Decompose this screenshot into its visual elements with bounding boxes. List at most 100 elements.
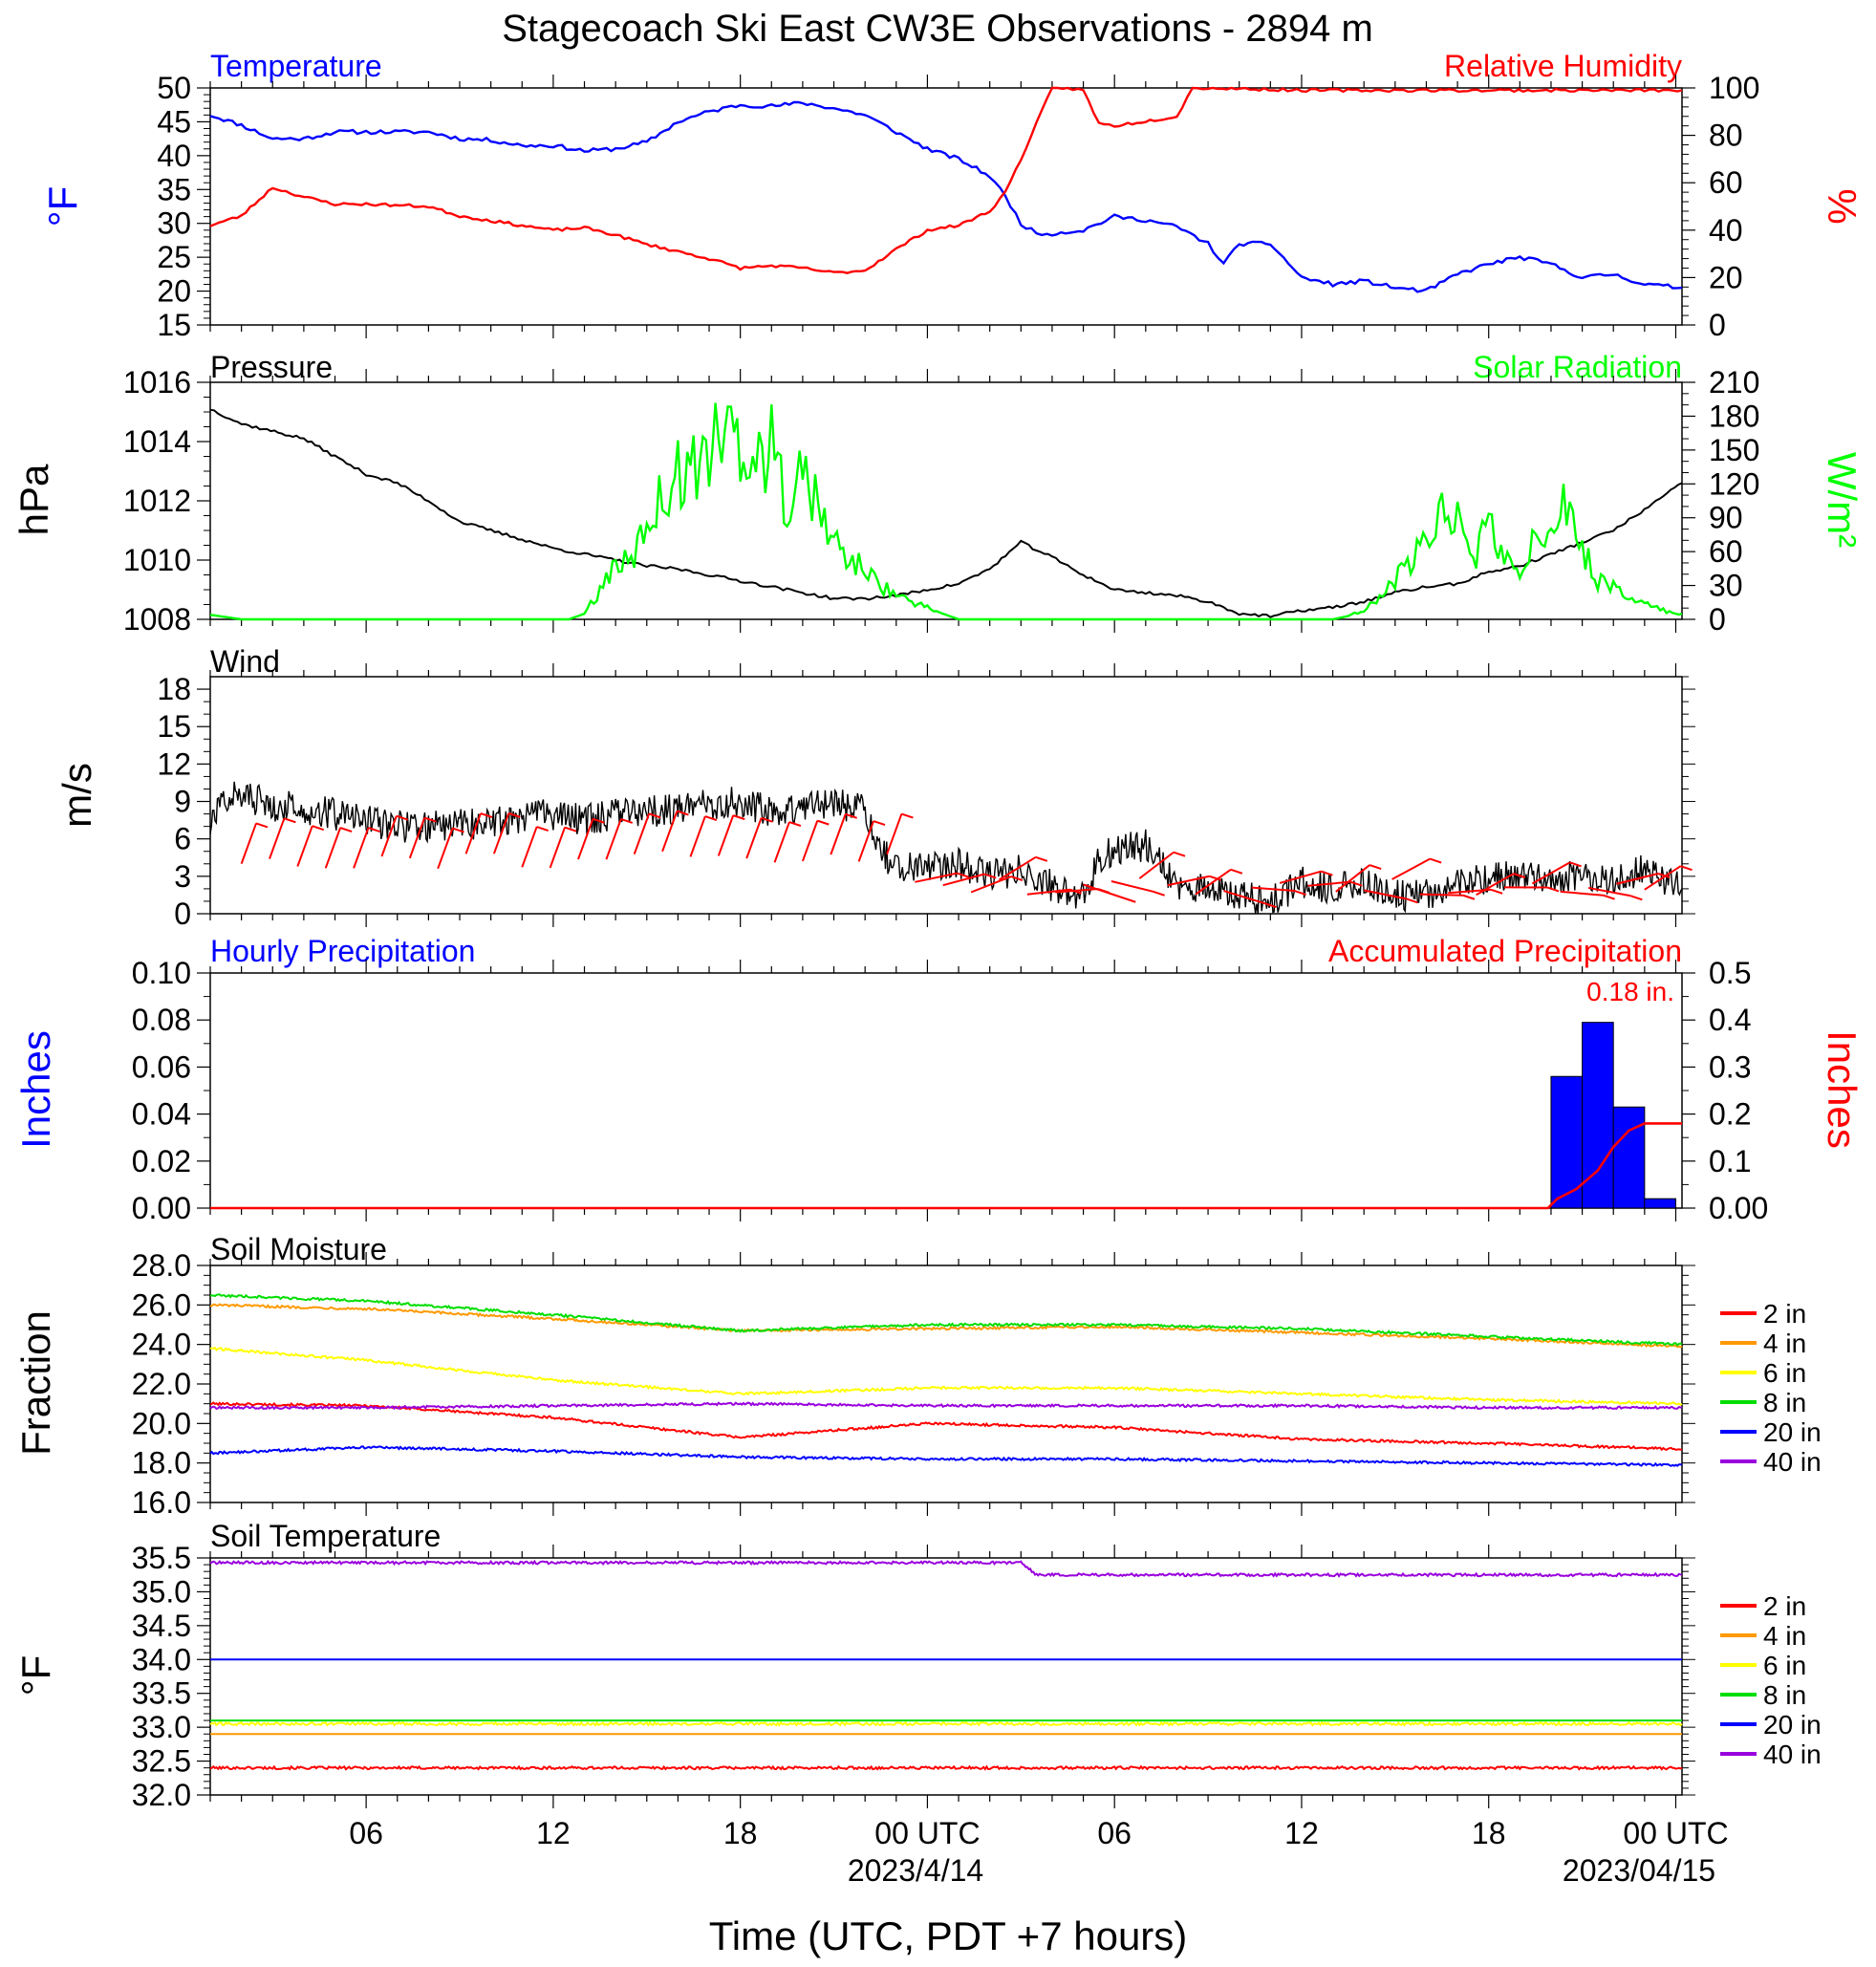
left-tick-label: 0.10 xyxy=(132,956,191,990)
wind-series xyxy=(209,781,1683,915)
left-tick-label: 0.00 xyxy=(132,1191,191,1225)
wind-barb xyxy=(915,872,958,883)
wind-barb xyxy=(380,815,398,857)
plot-frame xyxy=(209,1264,1683,1503)
wind-barb xyxy=(1307,880,1351,887)
wind-barb xyxy=(464,812,482,854)
date-label-2: 2023/04/15 xyxy=(1563,1853,1715,1888)
precip-total-label: 0.18 in. xyxy=(1586,977,1674,1006)
soil-series-2in xyxy=(209,1764,1683,1771)
hourly-precip-title: Hourly Precipitation xyxy=(210,934,475,968)
left-tick-label: 1014 xyxy=(123,424,191,459)
left-tick-label: 24.0 xyxy=(132,1328,191,1362)
wind-barb xyxy=(1587,886,1631,897)
time-tick-label: 18 xyxy=(723,1816,758,1850)
left-tick-label: 28.0 xyxy=(132,1248,191,1283)
wind-barb xyxy=(970,875,1012,894)
wind-barb xyxy=(1335,864,1370,893)
soil-series-20in xyxy=(209,1445,1683,1467)
wind-barb xyxy=(240,823,257,865)
wind-barb xyxy=(269,817,286,859)
hourly-precip-bar xyxy=(1612,1106,1646,1209)
left-tick-label: 22.0 xyxy=(132,1367,191,1401)
hourly-precip-axis-label: Inches xyxy=(13,1030,58,1149)
left-tick-label: 45 xyxy=(157,104,191,139)
wind-barb xyxy=(1167,875,1210,887)
soil-moisture-axis-label: Fraction xyxy=(13,1310,58,1456)
right-tick-label: 120 xyxy=(1709,466,1759,501)
wind-barb xyxy=(1644,865,1682,891)
right-tick-label: 0.4 xyxy=(1709,1003,1751,1037)
right-tick-label: 0 xyxy=(1709,602,1726,637)
right-tick-label: 40 xyxy=(1709,213,1743,248)
left-tick-label: 33.0 xyxy=(132,1710,191,1744)
wind-barb xyxy=(408,817,426,859)
wind-barb xyxy=(1223,890,1265,905)
wind-barb xyxy=(492,812,510,854)
time-tick-label: 18 xyxy=(1472,1816,1506,1850)
left-tick-label: 0.02 xyxy=(132,1144,191,1178)
wind-barb xyxy=(353,827,370,869)
legend-label: 8 in xyxy=(1763,1388,1806,1417)
wind-barb xyxy=(801,820,819,862)
soil-series-6in xyxy=(209,1720,1683,1727)
soil-series-6in xyxy=(209,1346,1683,1407)
hourly-precip-tick-labels: 0.00 0.02 0.04 0.06 0.08 0.10 xyxy=(132,956,191,1225)
left-tick-label: 20 xyxy=(157,274,191,309)
time-tick-label: 12 xyxy=(1284,1816,1319,1850)
right-tick-label: 150 xyxy=(1709,433,1759,467)
left-tick-label: 33.5 xyxy=(132,1676,191,1711)
legend-label: 2 in xyxy=(1763,1591,1806,1621)
plot-frame xyxy=(209,381,1683,620)
pressure-solar-panel: Pressure Solar Radiation hPa W/m² 100810… xyxy=(11,350,1865,637)
soil-series-40in xyxy=(209,1401,1683,1411)
time-tick-label: 06 xyxy=(349,1816,383,1850)
wind-barb xyxy=(437,828,454,870)
left-tick-label: 0.06 xyxy=(132,1049,191,1084)
wind-barb xyxy=(1055,888,1099,894)
pressure-title: Pressure xyxy=(210,350,333,384)
wind-barb xyxy=(1476,873,1515,897)
soil-series-2in xyxy=(209,1401,1683,1452)
left-tick-label: 1008 xyxy=(123,602,191,637)
right-tick-label: 0.3 xyxy=(1709,1049,1751,1084)
time-tick-label: 12 xyxy=(536,1816,571,1850)
left-tick-label: 12 xyxy=(157,746,191,781)
left-tick-label: 50 xyxy=(157,71,191,105)
soil-temperature-axis-label: °F xyxy=(13,1655,58,1696)
hourly-precip-bar xyxy=(1644,1198,1676,1209)
wind-barb xyxy=(1419,893,1463,897)
left-tick-label: 1016 xyxy=(123,365,191,400)
plot-frame xyxy=(209,87,1683,326)
right-tick-label: 100 xyxy=(1709,71,1759,105)
soil-moisture-title: Soil Moisture xyxy=(210,1232,387,1266)
plot-frame xyxy=(209,1557,1683,1796)
humidity-axis-label: % xyxy=(1820,188,1865,224)
left-tick-label: 18.0 xyxy=(132,1446,191,1481)
time-tick-label: 06 xyxy=(1097,1816,1132,1850)
time-axis-label: Time (UTC, PDT +7 hours) xyxy=(709,1913,1188,1958)
left-tick-label: 40 xyxy=(157,139,191,173)
right-tick-label: 0.1 xyxy=(1709,1144,1751,1178)
wind-barb xyxy=(633,813,651,854)
left-tick-label: 6 xyxy=(174,822,191,856)
soil-moisture-panel: Soil Moisture Fraction 16.0 18.0 20.0 22.0 2… xyxy=(13,1232,1822,1520)
left-tick-label: 26.0 xyxy=(132,1287,191,1322)
legend-label: 40 in xyxy=(1763,1447,1822,1477)
plot-frame xyxy=(209,676,1683,915)
soil-series-8in xyxy=(209,1293,1683,1347)
wind-barb xyxy=(324,827,342,869)
accum-precip-tick-labels: 0.00 0.1 0.2 0.3 0.4 0.5 xyxy=(1709,956,1768,1225)
left-tick-label: 32.5 xyxy=(132,1744,191,1779)
right-tick-label: 0.5 xyxy=(1709,956,1751,990)
accum-precip-title: Accumulated Precipitation xyxy=(1328,934,1682,968)
right-tick-label: 180 xyxy=(1709,399,1759,433)
right-tick-label: 80 xyxy=(1709,119,1743,153)
wind-barb xyxy=(1616,873,1659,885)
left-tick-label: 0.08 xyxy=(132,1003,191,1037)
humidity-series xyxy=(209,86,1683,274)
left-tick-label: 1010 xyxy=(123,543,191,577)
temperature-title: Temperature xyxy=(210,49,382,83)
